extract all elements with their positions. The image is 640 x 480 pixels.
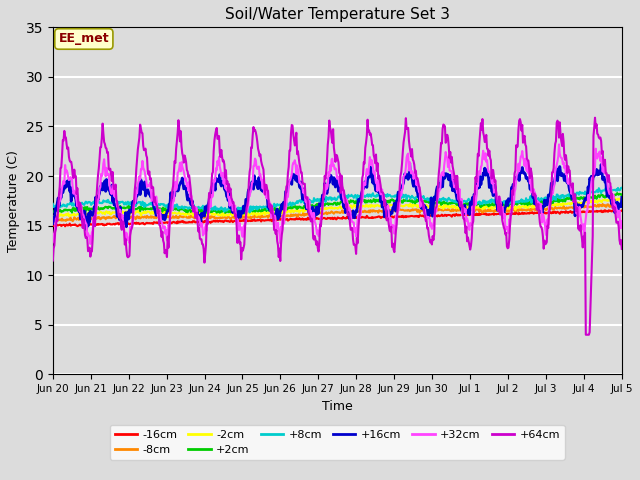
Legend: -16cm, -8cm, -2cm, +2cm, +8cm, +16cm, +32cm, +64cm: -16cm, -8cm, -2cm, +2cm, +8cm, +16cm, +3… <box>110 425 564 459</box>
Title: Soil/Water Temperature Set 3: Soil/Water Temperature Set 3 <box>225 7 450 22</box>
Text: EE_met: EE_met <box>58 33 109 46</box>
Y-axis label: Temperature (C): Temperature (C) <box>7 150 20 252</box>
X-axis label: Time: Time <box>322 400 353 413</box>
